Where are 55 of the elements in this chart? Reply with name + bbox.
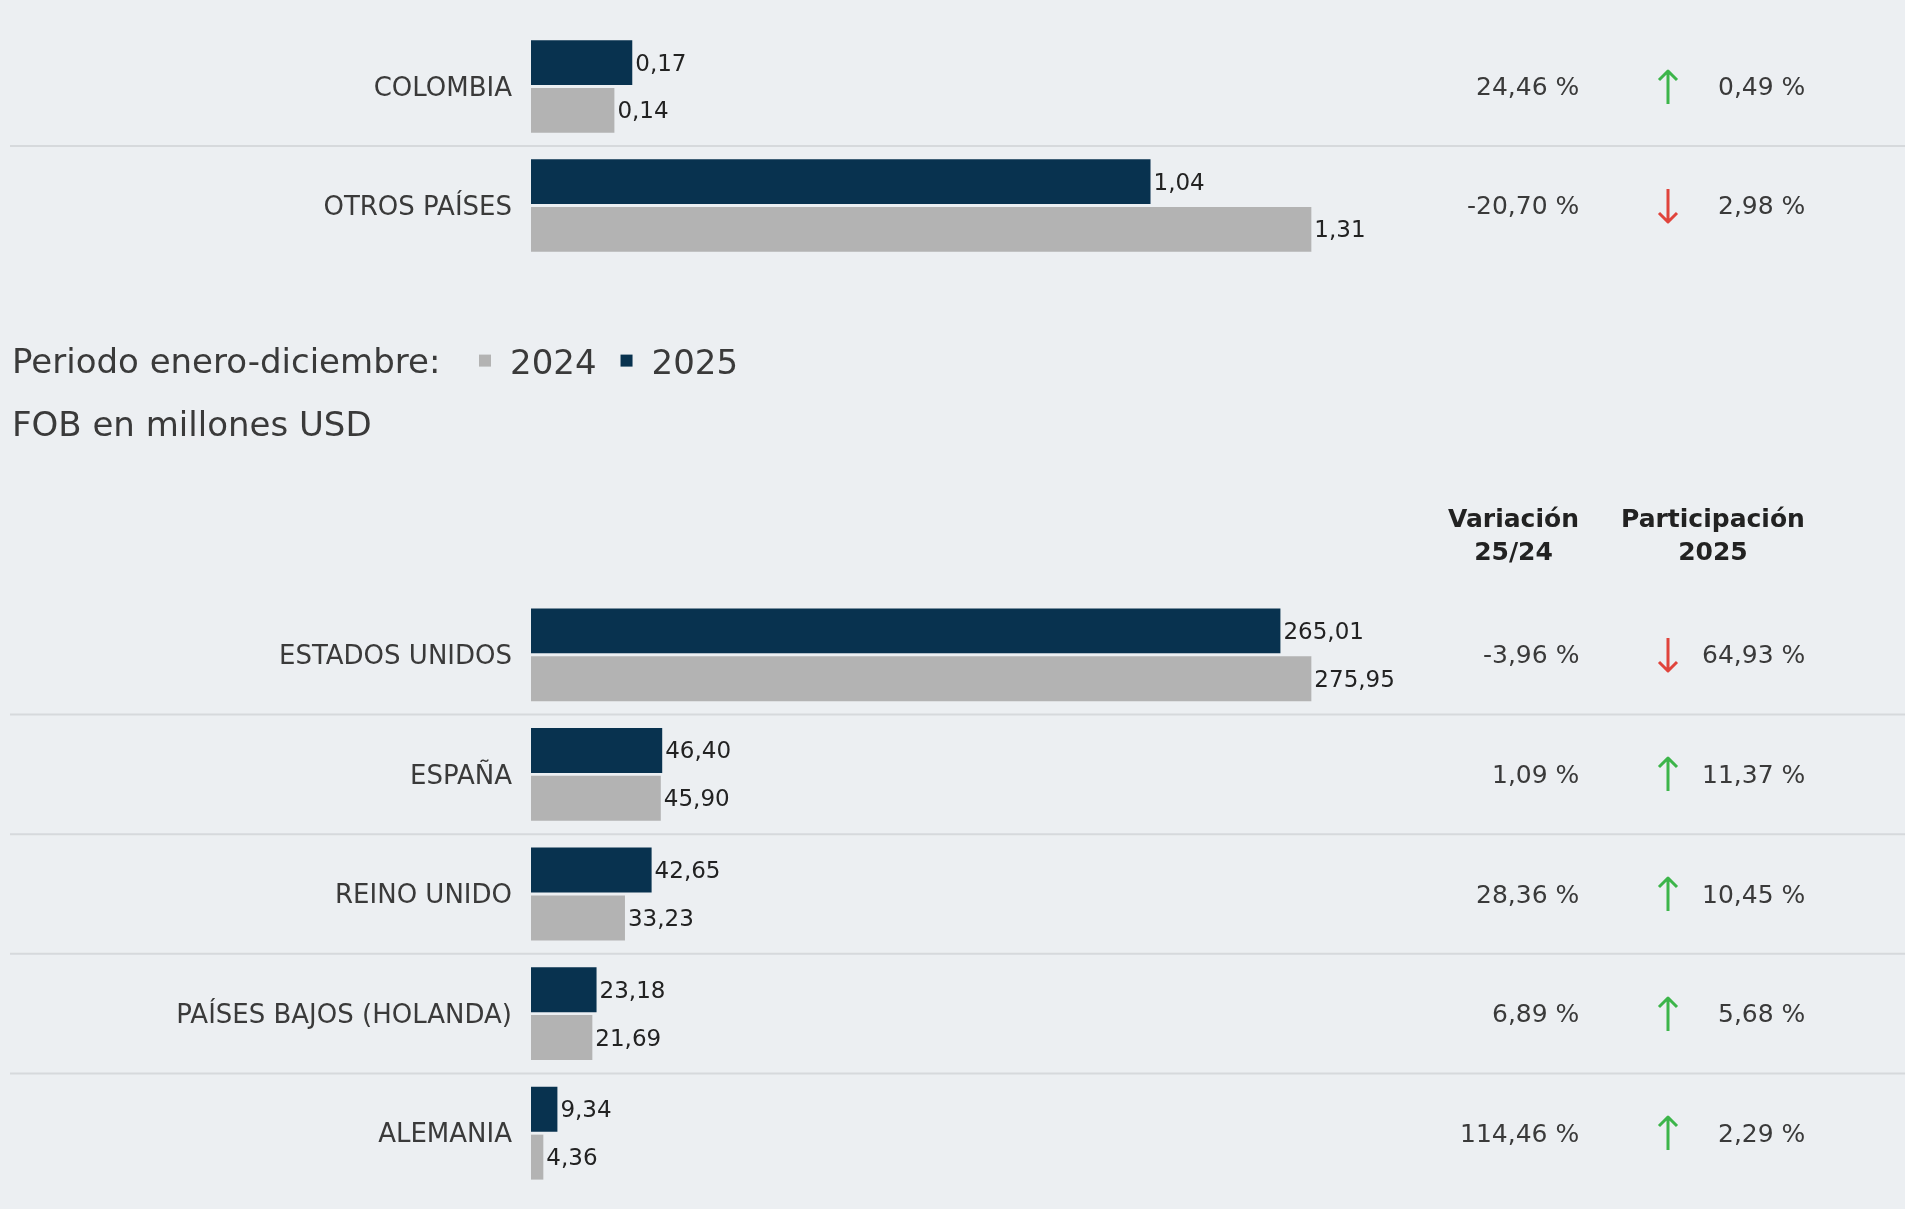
data-label: 21,69 bbox=[595, 1024, 662, 1051]
data-label: 1,04 bbox=[1153, 168, 1205, 195]
bar bbox=[531, 728, 663, 773]
bar bbox=[531, 1134, 544, 1180]
bar bbox=[531, 40, 633, 86]
text: 28,36 % bbox=[1476, 880, 1580, 909]
bar bbox=[531, 775, 661, 821]
data-label: 265,01 bbox=[1283, 617, 1364, 644]
text: 1,09 % bbox=[1492, 760, 1580, 789]
y-tick-label: COLOMBIA bbox=[373, 71, 513, 102]
text: 114,46 % bbox=[1460, 1119, 1580, 1148]
data-label: 4,36 bbox=[546, 1144, 598, 1171]
data-label: 45,90 bbox=[663, 785, 730, 812]
bar bbox=[531, 967, 597, 1013]
bar bbox=[531, 87, 615, 133]
bar bbox=[531, 1086, 558, 1132]
bar bbox=[531, 206, 1312, 252]
y-tick-label: OTROS PAÍSES bbox=[323, 189, 512, 221]
y-tick-label: PAÍSES BAJOS (HOLANDA) bbox=[176, 997, 512, 1029]
text: 24,46 % bbox=[1476, 72, 1580, 101]
text: 6,89 % bbox=[1492, 999, 1580, 1028]
bar bbox=[531, 847, 652, 893]
text: FOB en millones USD bbox=[12, 404, 372, 444]
text: Variación 25/24 bbox=[1448, 504, 1579, 566]
text: 2,98 % bbox=[1718, 191, 1806, 220]
text: 64,93 % bbox=[1702, 640, 1806, 669]
text: 5,68 % bbox=[1718, 999, 1806, 1028]
data-label: 1,31 bbox=[1314, 216, 1366, 243]
data-label: 9,34 bbox=[560, 1096, 612, 1123]
text: -3,96 % bbox=[1483, 640, 1580, 669]
legend-label: 2024 bbox=[510, 341, 597, 382]
data-label: 0,14 bbox=[617, 97, 669, 124]
bar bbox=[531, 159, 1151, 205]
data-label: 46,40 bbox=[665, 737, 732, 764]
legend-label: 2025 bbox=[651, 341, 739, 382]
text: Participación 2025 bbox=[1621, 504, 1805, 566]
text: 0,49 % bbox=[1718, 72, 1806, 101]
bar bbox=[531, 656, 1312, 702]
text: -20,70 % bbox=[1467, 191, 1580, 220]
text: 11,37 % bbox=[1702, 760, 1806, 789]
y-tick-label: ESPAÑA bbox=[410, 758, 513, 790]
y-tick-label: ALEMANIA bbox=[378, 1118, 513, 1149]
bar bbox=[531, 1015, 593, 1060]
data-label: 33,23 bbox=[627, 904, 694, 931]
bar bbox=[531, 608, 1281, 654]
bar bbox=[531, 895, 625, 941]
data-label: 42,65 bbox=[654, 857, 721, 884]
y-tick-label: ESTADOS UNIDOS bbox=[279, 639, 512, 670]
legend-title: Periodo enero-diciembre: bbox=[12, 341, 441, 381]
y-tick-label: REINO UNIDO bbox=[335, 879, 512, 910]
data-label: 0,17 bbox=[635, 49, 687, 76]
data-label: 23,18 bbox=[599, 976, 666, 1003]
data-label: 275,95 bbox=[1314, 665, 1395, 692]
text: 10,45 % bbox=[1702, 880, 1806, 909]
text: 2,29 % bbox=[1718, 1119, 1806, 1148]
